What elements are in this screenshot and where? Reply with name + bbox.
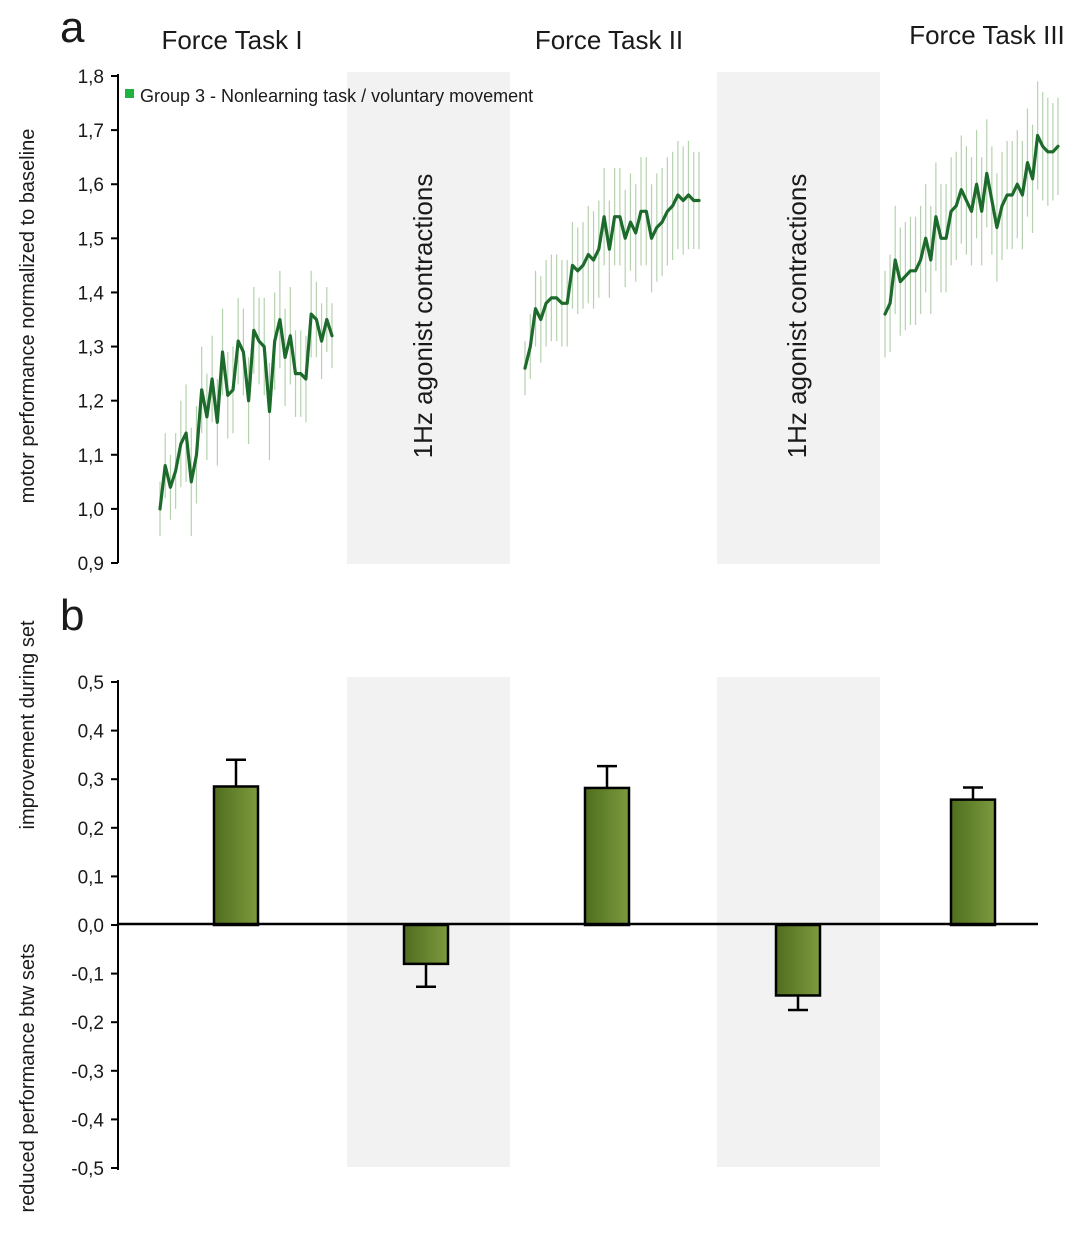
- y-tick-label: -0,3: [71, 1062, 104, 1083]
- panel-b-y-ticks: 0,5 0,4 0,3 0,2 0,1 0,0 -0,1 -0,2 -0,3 -0,4 -0,5: [71, 673, 118, 1180]
- panel-b: b improvement during set reduced perform…: [17, 591, 1038, 1213]
- rest-period-shading-b: [347, 677, 880, 1167]
- y-tick-label: 0,5: [78, 673, 104, 694]
- rest-label-2: 1Hz agonist contractions: [782, 174, 812, 459]
- y-tick-label: 0,0: [78, 916, 104, 937]
- legend-label: Group 3 - Nonlearning task / voluntary m…: [140, 86, 533, 106]
- rest-band-b-1: [347, 677, 510, 1167]
- bar: [212, 785, 260, 927]
- y-tick-label: 1,7: [78, 121, 104, 142]
- panel-a-error-bars: [159, 81, 1059, 536]
- panel-b-bars: [212, 758, 997, 1012]
- series-line-task-1: [158, 312, 334, 511]
- series-line-task-3: [883, 133, 1060, 316]
- y-tick-label: 0,1: [78, 867, 104, 888]
- panel-b-y-axis-label-top: improvement during set: [17, 620, 39, 829]
- y-tick-label: -0,5: [71, 1159, 104, 1180]
- panel-a-y-ticks: 0,9 1,0 1,1 1,2 1,3 1,4 1,5 1,6 1,7 1,8: [78, 67, 118, 575]
- y-tick-label: 1,4: [78, 283, 105, 304]
- rest-band-a-1: [347, 72, 510, 564]
- y-tick-label: 1,0: [78, 500, 104, 521]
- y-tick-label: 1,1: [78, 446, 104, 467]
- legend-marker: [125, 89, 134, 98]
- y-tick-label: 0,4: [78, 722, 105, 743]
- panel-a-letter: a: [60, 3, 85, 52]
- y-tick-label: 0,2: [78, 819, 104, 840]
- panel-a-y-axis-label: motor performance normalized to baseline: [17, 129, 39, 504]
- rest-period-shading: [347, 72, 880, 564]
- bar: [949, 798, 997, 927]
- panel-a-series-lines: [158, 133, 1060, 511]
- y-tick-label: -0,1: [71, 965, 104, 986]
- y-tick-label: -0,4: [71, 1110, 104, 1131]
- rest-band-a-2: [717, 72, 880, 564]
- y-tick-label: 1,8: [78, 67, 104, 88]
- panel-b-y-axis-label-bottom: reduced performance btw sets: [17, 943, 39, 1212]
- y-tick-label: 1,5: [78, 229, 104, 250]
- panel-a: a Force Task I Force Task II Force Task …: [17, 3, 1065, 575]
- force-task-2-title: Force Task II: [535, 25, 683, 55]
- y-tick-label: 1,2: [78, 392, 104, 413]
- force-task-1-title: Force Task I: [161, 25, 302, 55]
- y-tick-label: 0,3: [78, 770, 104, 791]
- bar: [774, 923, 822, 997]
- y-tick-label: 1,3: [78, 338, 104, 359]
- force-task-3-title: Force Task III: [909, 20, 1065, 50]
- rest-label-1: 1Hz agonist contractions: [408, 174, 438, 459]
- y-tick-label: 0,9: [78, 554, 104, 575]
- panel-b-letter: b: [60, 591, 84, 640]
- series-line-task-2: [523, 193, 701, 370]
- y-tick-label: -0,2: [71, 1013, 104, 1034]
- rest-band-b-2: [717, 677, 880, 1167]
- bar: [402, 923, 450, 966]
- bar: [583, 786, 631, 927]
- y-tick-label: 1,6: [78, 175, 104, 196]
